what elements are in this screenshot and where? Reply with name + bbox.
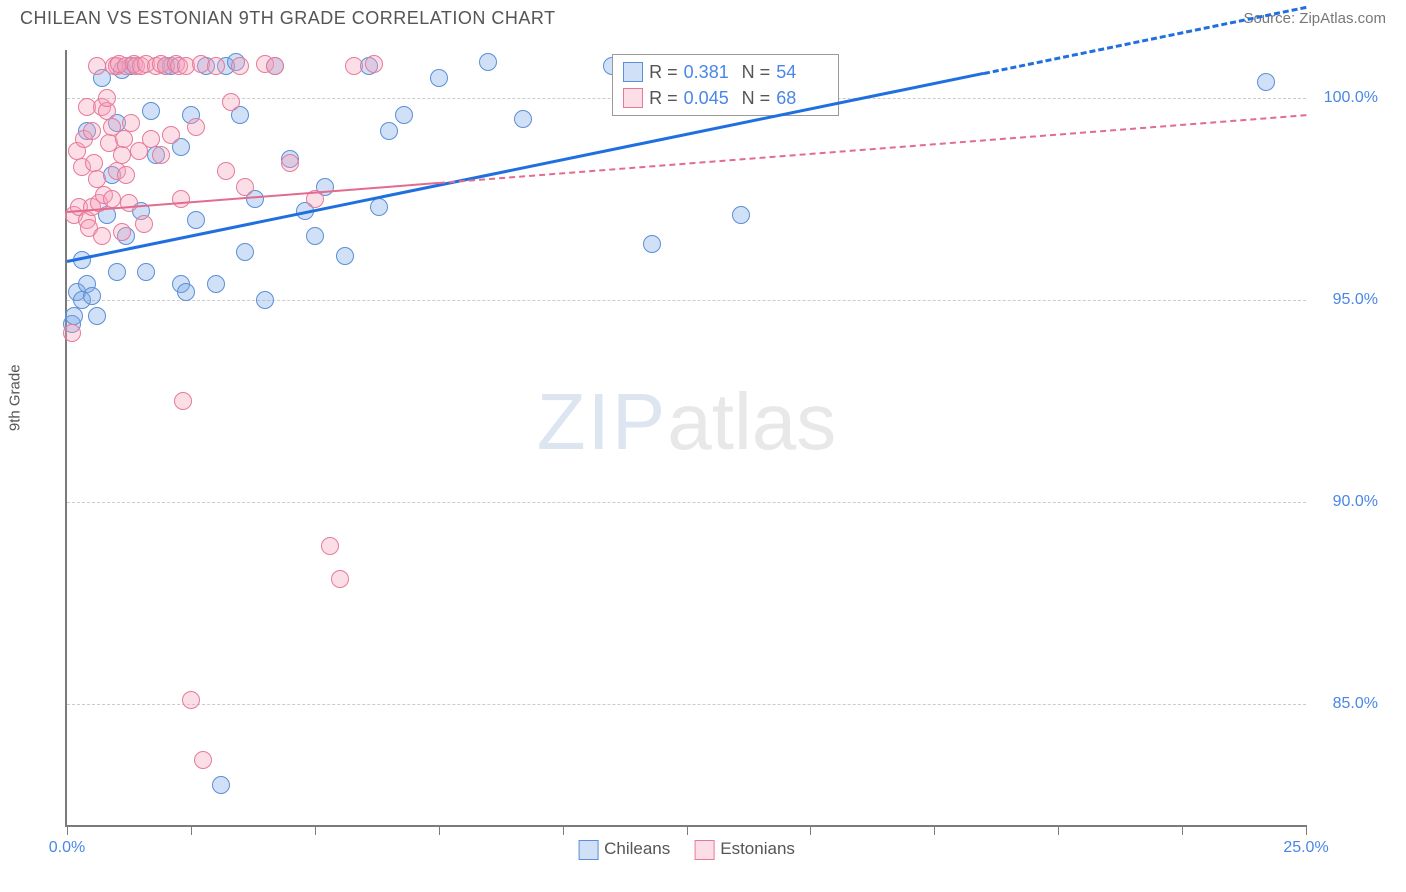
data-point	[83, 122, 101, 140]
chart-title: CHILEAN VS ESTONIAN 9TH GRADE CORRELATIO…	[20, 8, 556, 29]
gridline-h	[67, 502, 1306, 503]
legend-swatch	[623, 88, 643, 108]
data-point	[395, 106, 413, 124]
data-point	[113, 146, 131, 164]
data-point	[142, 102, 160, 120]
gridline-h	[67, 704, 1306, 705]
data-point	[380, 122, 398, 140]
data-point	[732, 206, 750, 224]
y-tick-label: 95.0%	[1333, 291, 1378, 309]
data-point	[172, 190, 190, 208]
data-point	[331, 570, 349, 588]
x-tick	[315, 825, 316, 835]
data-point	[1257, 73, 1275, 91]
data-point	[207, 275, 225, 293]
y-axis-label: 9th Grade	[7, 364, 24, 431]
data-point	[236, 243, 254, 261]
legend-swatch	[623, 62, 643, 82]
x-tick	[67, 825, 68, 835]
data-point	[152, 146, 170, 164]
x-tick	[810, 825, 811, 835]
data-point	[266, 57, 284, 75]
data-point	[135, 215, 153, 233]
data-point	[88, 307, 106, 325]
data-point	[63, 324, 81, 342]
data-point	[306, 227, 324, 245]
legend-row: R =0.381N =54	[623, 59, 828, 85]
data-point	[222, 93, 240, 111]
data-point	[122, 114, 140, 132]
data-point	[231, 57, 249, 75]
data-point	[336, 247, 354, 265]
legend-row: R =0.045N =68	[623, 85, 828, 111]
plot-area: ZIPatlas 85.0%90.0%95.0%100.0%0.0%25.0%R…	[65, 50, 1306, 827]
data-point	[194, 751, 212, 769]
data-point	[187, 118, 205, 136]
x-tick	[1306, 825, 1307, 835]
x-tick	[1182, 825, 1183, 835]
data-point	[479, 53, 497, 71]
x-tick-label: 25.0%	[1283, 839, 1328, 857]
data-point	[103, 190, 121, 208]
data-point	[108, 263, 126, 281]
x-tick	[439, 825, 440, 835]
data-point	[177, 283, 195, 301]
y-tick-label: 90.0%	[1333, 493, 1378, 511]
data-point	[187, 211, 205, 229]
series-legend: Chileans Estonians	[578, 839, 795, 860]
gridline-h	[67, 300, 1306, 301]
data-point	[365, 55, 383, 73]
data-point	[281, 154, 299, 172]
data-point	[256, 291, 274, 309]
data-point	[345, 57, 363, 75]
data-point	[514, 110, 532, 128]
data-point	[321, 537, 339, 555]
data-point	[217, 162, 235, 180]
legend-swatch	[694, 840, 714, 860]
x-tick	[1058, 825, 1059, 835]
x-tick	[687, 825, 688, 835]
data-point	[137, 263, 155, 281]
data-point	[120, 194, 138, 212]
legend-swatch	[578, 840, 598, 860]
legend-item: Estonians	[694, 839, 795, 860]
source-label: Source: ZipAtlas.com	[1243, 10, 1386, 27]
y-tick-label: 100.0%	[1324, 89, 1378, 107]
watermark: ZIPatlas	[537, 376, 836, 468]
trend-line	[439, 115, 1306, 185]
y-tick-label: 85.0%	[1333, 695, 1378, 713]
data-point	[236, 178, 254, 196]
data-point	[430, 69, 448, 87]
data-point	[113, 223, 131, 241]
data-point	[182, 691, 200, 709]
data-point	[117, 166, 135, 184]
x-tick	[191, 825, 192, 835]
data-point	[83, 287, 101, 305]
data-point	[162, 126, 180, 144]
data-point	[174, 392, 192, 410]
trend-line	[67, 72, 984, 263]
data-point	[93, 227, 111, 245]
legend-item: Chileans	[578, 839, 670, 860]
chart-container: 9th Grade ZIPatlas 85.0%90.0%95.0%100.0%…	[20, 40, 1386, 872]
data-point	[643, 235, 661, 253]
correlation-legend: R =0.381N =54R =0.045N =68	[612, 54, 839, 116]
x-tick-label: 0.0%	[49, 839, 85, 857]
data-point	[142, 130, 160, 148]
x-tick	[563, 825, 564, 835]
data-point	[88, 57, 106, 75]
data-point	[212, 776, 230, 794]
data-point	[65, 307, 83, 325]
x-tick	[934, 825, 935, 835]
data-point	[207, 57, 225, 75]
data-point	[98, 89, 116, 107]
data-point	[370, 198, 388, 216]
